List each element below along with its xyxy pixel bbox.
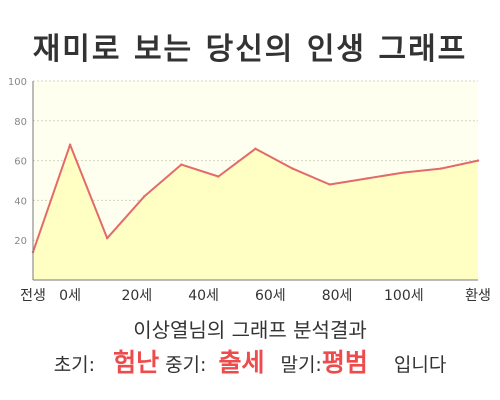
x-tick-4: 60세 [255, 288, 286, 304]
data-point-10 [402, 171, 406, 174]
x-tick-labels: 전생 0세 20세 40세 60세 80세 100세 환생 [20, 288, 491, 304]
y-tick-80: 80 [14, 117, 27, 128]
data-point-7 [291, 167, 294, 170]
early-label: 초기: [53, 354, 96, 376]
analysis-verdict: 초기: 험난 중기: 출세 말기:평범 입니다 [0, 345, 500, 383]
data-point-6 [254, 147, 257, 150]
x-tick-3: 40세 [188, 288, 219, 304]
y-tick-labels: 20 40 60 80 100 [8, 77, 27, 247]
data-point-5 [217, 175, 220, 178]
data-point-4 [180, 163, 183, 166]
data-point-1 [68, 143, 72, 146]
x-tick-7: 환생 [465, 288, 491, 304]
late-label: 말기: [280, 354, 322, 376]
late-value: 평범 [321, 348, 368, 377]
x-tick-2: 20세 [121, 288, 152, 304]
data-point-8 [328, 183, 331, 186]
analysis-summary: 이상열님의 그래프 분석결과 [133, 318, 367, 342]
data-point-11 [439, 167, 443, 170]
early-value: 험난 [113, 348, 160, 377]
x-tick-5: 80세 [322, 288, 353, 304]
y-tick-40: 40 [14, 196, 27, 207]
data-point-2 [105, 237, 109, 240]
chart-title: 재미로 보는 당신의 인생 그래프 [32, 32, 468, 67]
y-tick-60: 60 [14, 157, 27, 168]
middle-value: 출세 [218, 348, 265, 377]
y-tick-20: 20 [14, 236, 27, 247]
ending-text: 입니다 [393, 354, 447, 376]
middle-label: 중기: [165, 354, 207, 376]
y-tick-100: 100 [8, 77, 27, 88]
x-tick-6: 100세 [384, 288, 424, 304]
x-tick-0: 전생 [20, 288, 46, 304]
x-tick-1: 0세 [59, 288, 81, 304]
data-point-9 [365, 177, 368, 180]
data-point-12 [476, 159, 480, 162]
data-point-3 [143, 195, 146, 198]
data-points [31, 143, 480, 254]
